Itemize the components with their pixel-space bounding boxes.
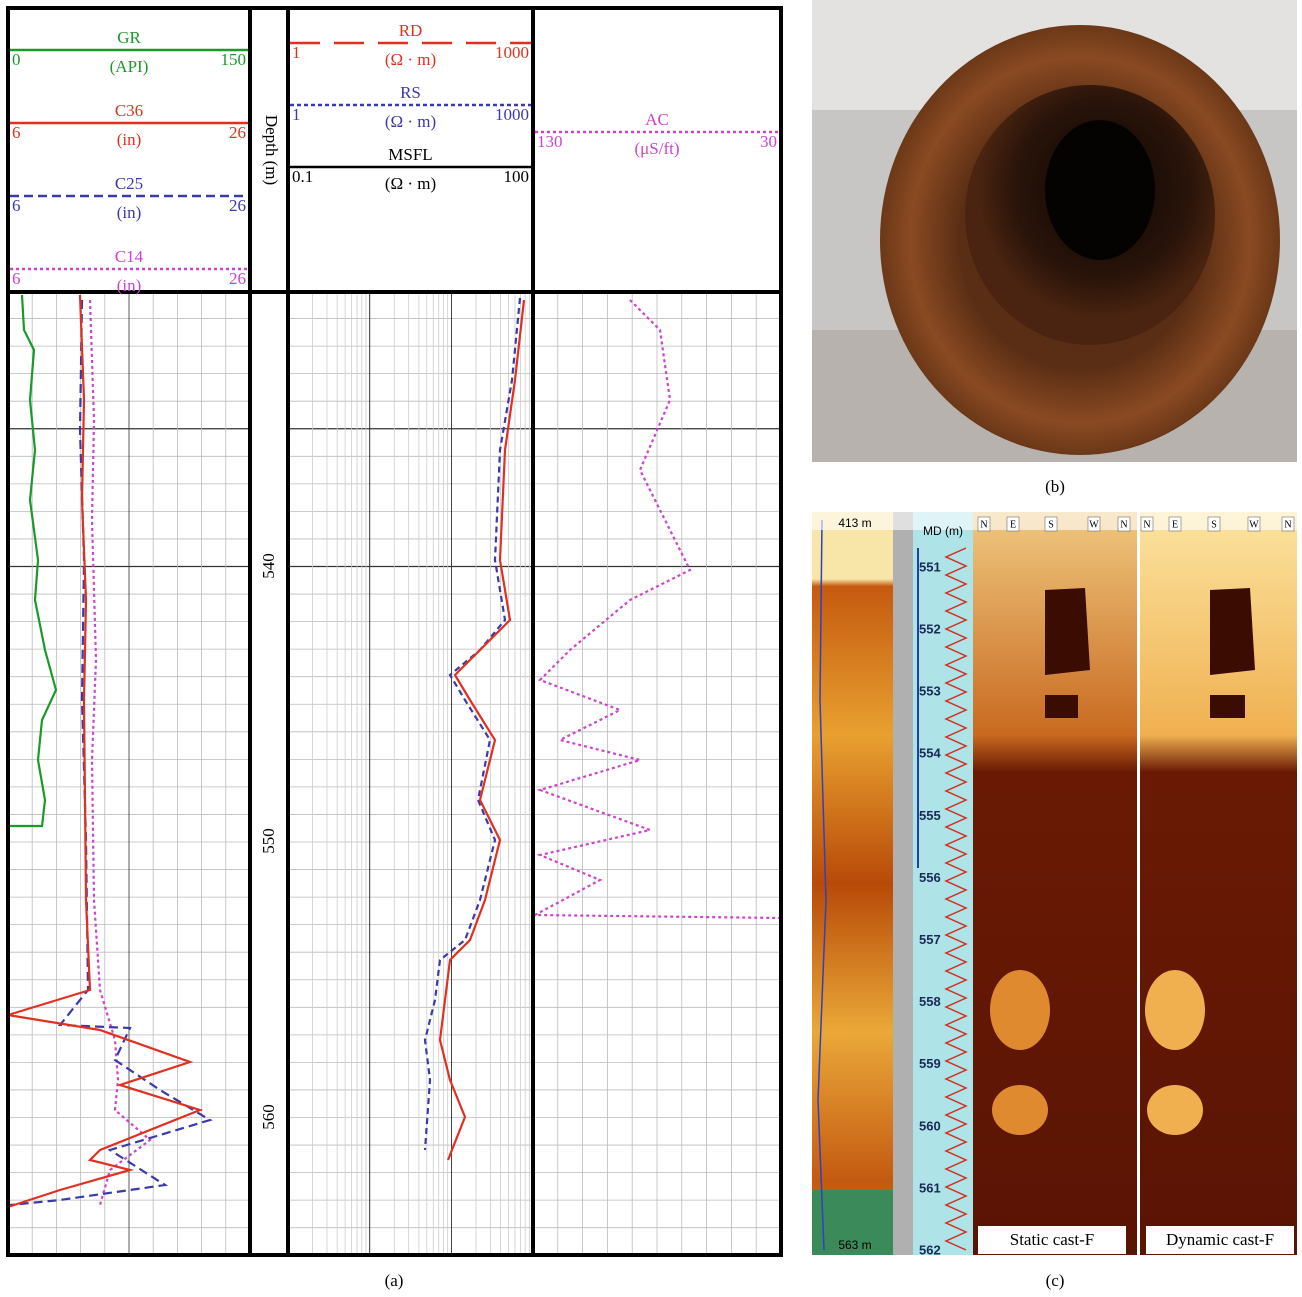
- curve-name: C14: [115, 247, 144, 266]
- md-tick: 551: [919, 559, 941, 574]
- scale-min: 6: [12, 123, 21, 142]
- curve-unit: (in): [117, 130, 142, 149]
- track-headers: GR (API) 0 150 C36 (in) 6 26 C25 (in) 6 26 C14 (in) 6 2…: [10, 21, 779, 295]
- compass-label: S: [1211, 519, 1217, 530]
- md-tick: 556: [919, 870, 941, 885]
- curve-name: MSFL: [388, 145, 432, 164]
- scale-max: 26: [229, 269, 246, 288]
- top-depth: 413 m: [838, 516, 871, 530]
- curve-unit: (Ω · m): [385, 50, 436, 69]
- caption: (c): [1046, 1271, 1065, 1290]
- scale-min: 1: [292, 105, 301, 124]
- md-tick: 561: [919, 1180, 941, 1195]
- curve-unit: (μS/ft): [635, 139, 680, 158]
- compass-label: S: [1048, 519, 1054, 530]
- scale-min: 0: [12, 50, 21, 69]
- scale-min: 6: [12, 196, 21, 215]
- photo: [812, 0, 1297, 462]
- curve-unit: (in): [117, 203, 142, 222]
- compass-label: N: [1120, 519, 1127, 530]
- caption: (b): [1045, 477, 1065, 496]
- depth-tick: 560: [259, 1104, 278, 1130]
- depth-tick: 540: [259, 553, 278, 579]
- static-label: Static cast-F: [1010, 1230, 1095, 1249]
- scale-max: 150: [221, 50, 247, 69]
- curve-unit: (API): [110, 57, 149, 76]
- curve-unit: (Ω · m): [385, 112, 436, 131]
- depth-tick: 550: [259, 828, 278, 854]
- scale-min: 130: [537, 132, 563, 151]
- c14-curve: [90, 300, 150, 1205]
- c36-curve: [8, 295, 200, 1207]
- md-label: MD (m): [923, 524, 963, 538]
- curve-unit: (in): [117, 276, 142, 295]
- depth-label: Depth (m): [262, 115, 281, 185]
- curve-name: RD: [399, 21, 423, 40]
- md-tick: 560: [919, 1118, 941, 1133]
- compass-label: N: [1143, 519, 1150, 530]
- md-tick: 555: [919, 808, 941, 823]
- curve-name: C36: [115, 101, 143, 120]
- md-tick: 557: [919, 932, 941, 947]
- md-tick: 562: [919, 1243, 941, 1258]
- image-log: [812, 512, 1297, 1255]
- curve-name: GR: [117, 28, 141, 47]
- md-tick: 554: [919, 746, 941, 761]
- md-tick: 559: [919, 1056, 941, 1071]
- ac-curve: [535, 300, 781, 918]
- md-tick: 558: [919, 994, 941, 1009]
- caption: (a): [385, 1271, 404, 1290]
- md-tick: 553: [919, 684, 941, 699]
- curve-name: C25: [115, 174, 143, 193]
- dynamic-label: Dynamic cast-F: [1166, 1230, 1274, 1249]
- scale-max: 26: [229, 123, 246, 142]
- rs-curve: [425, 298, 520, 1150]
- md-tick: 552: [919, 622, 941, 637]
- scale-max: 1000: [495, 43, 529, 62]
- curve-name: AC: [645, 110, 669, 129]
- scale-max: 1000: [495, 105, 529, 124]
- scale-min: 1: [292, 43, 301, 62]
- bottom-depth: 563 m: [838, 1238, 871, 1252]
- compass-label: E: [1010, 519, 1016, 530]
- compass-label: E: [1172, 519, 1178, 530]
- compass-label: W: [1249, 519, 1259, 530]
- curve-unit: (Ω · m): [385, 174, 436, 193]
- scale-min: 6: [12, 269, 21, 288]
- compass-label: N: [1284, 519, 1291, 530]
- curve-name: RS: [400, 83, 421, 102]
- scale-min: 0.1: [292, 167, 313, 186]
- scale-max: 100: [504, 167, 530, 186]
- figure: GR (API) 0 150 C36 (in) 6 26 C25 (in) 6 26 C14 (in) 6 2…: [0, 0, 1302, 1297]
- log-grid: [8, 291, 781, 1255]
- c25-curve: [10, 300, 210, 1205]
- compass-label: N: [980, 519, 987, 530]
- scale-max: 26: [229, 196, 246, 215]
- compass-label: W: [1089, 519, 1099, 530]
- scale-max: 30: [760, 132, 777, 151]
